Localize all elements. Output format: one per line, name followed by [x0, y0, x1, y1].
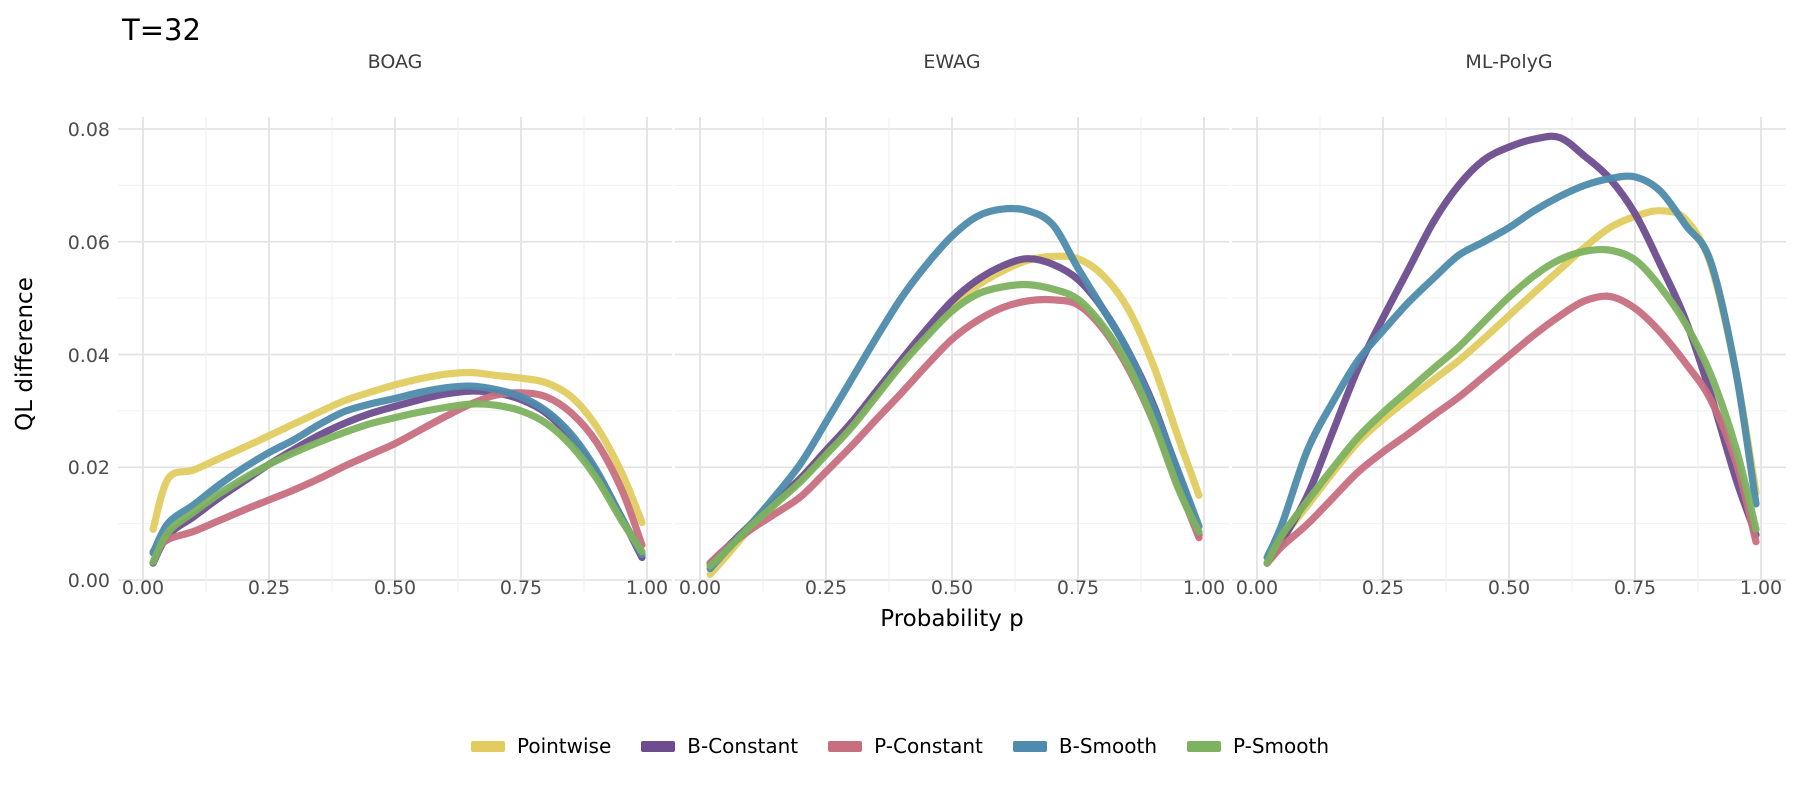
y-tick-0.06: 0.06: [68, 232, 110, 254]
chart-legend: Pointwise B-Constant P-Constant B-Smooth…: [0, 734, 1800, 758]
legend-item-p-smooth: P-Smooth: [1187, 734, 1329, 758]
x-tick-label: 0.25: [1362, 577, 1404, 599]
x-tick-label: 0.00: [679, 577, 721, 599]
series-line-Pointwise: [706, 252, 1203, 578]
series-line-Pointwise: [149, 368, 646, 533]
facet-label-boag: BOAG: [368, 51, 423, 73]
legend-swatch-b-smooth: [1012, 740, 1047, 752]
legend-swatch-p-constant: [828, 740, 863, 752]
series-line-P-Smooth: [149, 400, 646, 566]
x-tick-label: 0.75: [500, 577, 542, 599]
y-tick-0.04: 0.04: [68, 345, 110, 367]
y-tick-0.08: 0.08: [68, 119, 110, 141]
legend-item-b-constant: B-Constant: [641, 734, 798, 758]
x-tick-label: 1.00: [626, 577, 668, 599]
x-axis-title: Probability p: [880, 606, 1024, 632]
x-tick-label: 1.00: [1183, 577, 1225, 599]
legend-swatch-p-smooth: [1187, 740, 1221, 752]
x-tick-label: 0.50: [1488, 577, 1530, 599]
series-line-B-Smooth: [1263, 172, 1760, 562]
x-tick-label: 0.50: [931, 577, 973, 599]
legend-item-b-smooth: B-Smooth: [1012, 734, 1157, 758]
series-line-P-Smooth: [1263, 245, 1760, 567]
legend-label-b-constant: B-Constant: [687, 734, 799, 758]
x-tick-label: 0.00: [122, 577, 164, 599]
plot-title: T=32: [121, 13, 201, 47]
series-line-P-Constant: [1263, 292, 1760, 567]
y-tick-0.02: 0.02: [68, 457, 110, 479]
legend-label-pointwise: Pointwise: [516, 734, 612, 758]
y-axis-title: QL difference: [12, 277, 38, 431]
x-tick-label: 0.50: [374, 577, 416, 599]
legend-item-pointwise: Pointwise: [470, 734, 612, 758]
series-line-B-Smooth: [706, 204, 1203, 573]
x-tick-label: 0.75: [1614, 577, 1656, 599]
x-tick-label: 0.75: [1057, 577, 1099, 599]
y-tick-0.00: 0.00: [68, 570, 110, 592]
series-line-P-Constant: [149, 389, 646, 556]
facet-panel-EWAG: [675, 117, 1229, 592]
facet-panel-ML-PolyG: [1232, 117, 1786, 592]
legend-label-b-smooth: B-Smooth: [1058, 734, 1157, 758]
x-tick-label: 1.00: [1740, 577, 1782, 599]
x-axis-tick-labels: 0.00 0.25 0.50 0.75 1.00 0.00 0.25 0.50 0.75 1.00…: [122, 577, 1782, 599]
series-line-P-Smooth: [706, 280, 1203, 570]
facet-label-ewag: EWAG: [923, 51, 980, 73]
y-axis-tick-labels: 0.00 0.02 0.04 0.06 0.08: [68, 119, 110, 592]
legend-label-p-constant: P-Constant: [874, 734, 983, 758]
x-tick-label: 0.00: [1236, 577, 1278, 599]
facet-panels: [118, 117, 1786, 592]
legend-swatch-pointwise: [470, 740, 505, 752]
legend-item-p-constant: P-Constant: [828, 734, 983, 758]
legend-label-p-smooth: P-Smooth: [1233, 734, 1330, 758]
legend-swatch-b-constant: [641, 740, 676, 752]
x-tick-label: 0.25: [248, 577, 290, 599]
series-line-B-Smooth: [149, 382, 646, 559]
facet-panel-BOAG: [118, 117, 672, 592]
facet-label-mlpolyg: ML-PolyG: [1465, 51, 1552, 73]
x-tick-label: 0.25: [805, 577, 847, 599]
